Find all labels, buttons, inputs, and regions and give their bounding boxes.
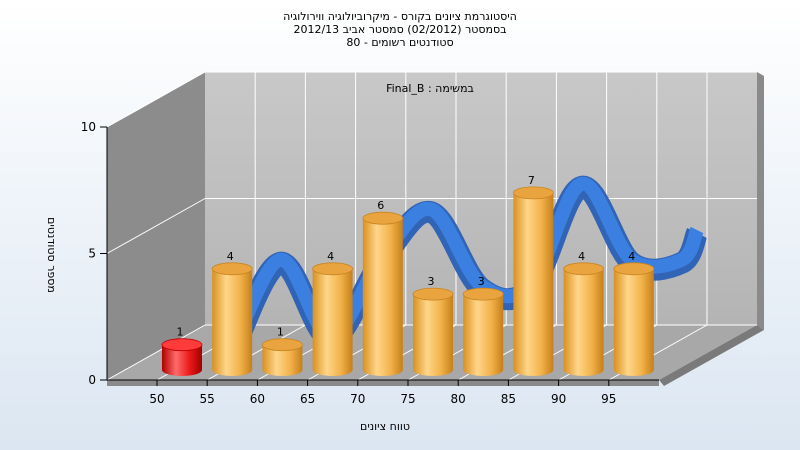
bar-top — [563, 262, 604, 276]
task-annotation: Final_B : במשימה — [386, 82, 474, 95]
bars-layer — [161, 186, 655, 376]
bar-body — [362, 218, 403, 376]
x-tick-label: 85 — [501, 392, 516, 406]
chart-floor-edge — [107, 380, 659, 386]
bar-body — [513, 192, 554, 376]
chart-floor-right-edge — [659, 325, 764, 386]
histogram-bar — [211, 262, 253, 376]
bar-value-label: 6 — [377, 199, 384, 212]
y-tick-label: 0 — [88, 373, 96, 387]
x-tick-label: 70 — [350, 392, 365, 406]
axes-layer: 0 5 10 50 55 60 65 70 75 80 85 90 95 — [81, 120, 659, 406]
chart-title-line-2: בסמסטר (02/2012) סמסטר אביב 2012/13 — [293, 23, 507, 36]
bar-value-label: 4 — [327, 250, 334, 263]
value-labels-layer: 1 4 1 4 6 3 3 7 4 4 — [177, 174, 636, 339]
bar-top — [211, 262, 253, 276]
x-tick-label: 95 — [601, 392, 616, 406]
bar-body — [212, 268, 253, 376]
bar-body — [162, 344, 202, 376]
bar-top — [412, 287, 454, 301]
bar-body — [262, 344, 303, 376]
bar-value-label: 1 — [277, 326, 284, 339]
histogram-bar — [362, 211, 404, 376]
bar-value-label: 3 — [428, 275, 435, 288]
chart-title: היסטוגרמת ציונים בקורס - מיקרוביולוגיה ו… — [0, 10, 800, 49]
bar-body — [413, 294, 453, 376]
x-axis-title: טווח ציונים — [360, 420, 410, 433]
bar-body — [613, 268, 654, 376]
curve-ribbon — [223, 176, 704, 359]
histogram-bar — [261, 338, 303, 376]
bar-top — [362, 211, 404, 225]
y-axis-title: מספר סטודנטים — [45, 217, 58, 293]
bar-value-label: 3 — [478, 275, 485, 288]
bar-value-label: 4 — [578, 250, 585, 263]
bar-top — [462, 287, 504, 301]
bar-body — [563, 268, 604, 376]
bar-top — [613, 262, 655, 276]
bar-value-label: 4 — [227, 250, 234, 263]
gridline-side — [106, 71, 206, 128]
chart-title-line-1: היסטוגרמת ציונים בקורס - מיקרוביולוגיה ו… — [283, 10, 517, 23]
chart-right-edge — [757, 72, 764, 330]
bar-value-label: 7 — [528, 174, 535, 187]
x-tick-label: 90 — [551, 392, 566, 406]
bar-top — [161, 338, 203, 352]
bar-top — [513, 186, 554, 200]
chart-title-line-3: סטודנטים רשומים - 80 — [346, 36, 454, 49]
bar-body — [312, 268, 353, 376]
histogram-bar — [563, 262, 604, 376]
x-tick-label: 60 — [250, 392, 265, 406]
bar-value-label: 4 — [628, 250, 635, 263]
bar-body — [463, 294, 504, 376]
histogram-bar — [161, 338, 203, 376]
x-tick-label: 80 — [451, 392, 466, 406]
x-tick-label: 75 — [400, 392, 415, 406]
bar-value-label: 1 — [177, 326, 184, 339]
histogram-bar — [613, 262, 655, 376]
y-tick-label: 10 — [81, 120, 96, 134]
gridline-side — [106, 198, 206, 254]
histogram-bar — [462, 287, 504, 376]
bar-top — [312, 262, 354, 276]
x-tick-label: 65 — [300, 392, 315, 406]
histogram-bar — [312, 262, 354, 376]
bar-top — [261, 338, 303, 352]
y-tick-label: 5 — [88, 247, 96, 261]
gridline-side — [106, 324, 206, 381]
x-tick-label: 55 — [200, 392, 215, 406]
histogram-bar — [513, 186, 554, 376]
histogram-bar — [412, 287, 454, 376]
x-tick-label: 50 — [149, 392, 164, 406]
